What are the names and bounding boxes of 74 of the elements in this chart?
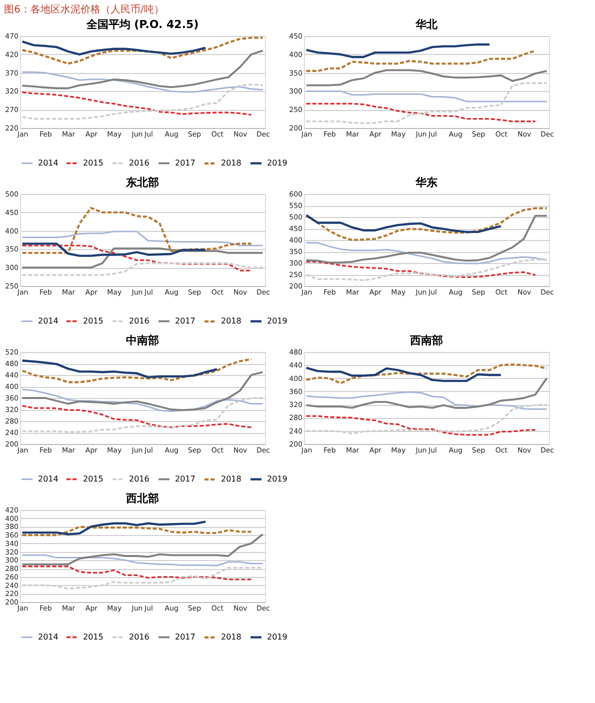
chart-title: 华东 bbox=[414, 176, 438, 189]
line-series bbox=[305, 258, 548, 282]
line-series bbox=[305, 50, 536, 72]
line-series bbox=[305, 363, 548, 384]
line-series bbox=[305, 214, 502, 234]
chart-title: 东北部 bbox=[125, 176, 159, 189]
line-series bbox=[305, 214, 548, 264]
legend-label: 2016 bbox=[129, 316, 150, 326]
line-series bbox=[21, 520, 207, 536]
legend-label: 2018 bbox=[221, 474, 242, 484]
line-series bbox=[305, 207, 548, 242]
chart-title: 西北部 bbox=[125, 492, 159, 505]
legend-label: 2017 bbox=[175, 158, 196, 168]
line-series bbox=[21, 404, 252, 428]
line-series bbox=[22, 554, 264, 566]
line-series bbox=[22, 388, 264, 412]
legend-label: 2014 bbox=[38, 158, 58, 168]
legend-label: 2016 bbox=[129, 632, 150, 642]
legend-label: 2018 bbox=[221, 632, 242, 642]
line-series bbox=[21, 526, 252, 536]
legend-label: 2015 bbox=[83, 474, 104, 484]
line-series bbox=[305, 43, 491, 58]
line-series bbox=[305, 377, 548, 409]
line-series bbox=[21, 360, 218, 378]
line-series bbox=[306, 90, 548, 102]
legend-label: 2018 bbox=[221, 316, 242, 326]
caption: 图6：各地区水泥价格（人民币/吨） bbox=[4, 4, 164, 16]
line-series bbox=[305, 261, 536, 278]
line-series bbox=[21, 533, 264, 566]
chart-title: 西南部 bbox=[409, 334, 443, 347]
legend-label: 2018 bbox=[221, 158, 242, 168]
legend-label: 2016 bbox=[129, 158, 150, 168]
legend-label: 2015 bbox=[83, 632, 104, 642]
line-series bbox=[21, 566, 252, 580]
legend-label: 2014 bbox=[38, 474, 58, 484]
line-series bbox=[21, 358, 252, 384]
legend-label: 2019 bbox=[267, 632, 288, 642]
line-series bbox=[21, 242, 207, 257]
line-series bbox=[21, 566, 264, 590]
line-series bbox=[305, 69, 548, 86]
line-series bbox=[21, 397, 264, 433]
legend-label: 2017 bbox=[175, 316, 196, 326]
line-series bbox=[21, 40, 207, 56]
line-series bbox=[305, 366, 502, 382]
line-series bbox=[306, 242, 548, 264]
legend-label: 2019 bbox=[267, 158, 288, 168]
line-series bbox=[21, 50, 264, 90]
legend-label: 2015 bbox=[83, 316, 104, 326]
line-series bbox=[21, 206, 252, 254]
line-series bbox=[305, 82, 548, 124]
chart-title: 华北 bbox=[414, 18, 438, 31]
line-series bbox=[305, 415, 536, 436]
legend-label: 2019 bbox=[267, 474, 288, 484]
line-series bbox=[305, 404, 548, 434]
chart-title: 中南部 bbox=[126, 334, 159, 347]
legend-label: 2015 bbox=[83, 158, 104, 168]
legend-label: 2014 bbox=[38, 632, 58, 642]
line-series bbox=[306, 391, 548, 410]
legend-label: 2019 bbox=[267, 316, 288, 326]
line-series bbox=[21, 84, 264, 120]
line-series bbox=[21, 244, 252, 272]
chart-title: 全国平均 (P.O. 42.5) bbox=[85, 18, 199, 31]
line-series bbox=[305, 102, 536, 122]
line-series bbox=[22, 71, 264, 93]
line-series bbox=[21, 91, 252, 116]
legend-label: 2014 bbox=[38, 316, 58, 326]
legend-label: 2017 bbox=[175, 632, 196, 642]
line-series bbox=[21, 371, 264, 412]
legend-label: 2017 bbox=[175, 474, 196, 484]
line-series bbox=[21, 248, 264, 269]
line-series bbox=[21, 262, 264, 276]
line-series bbox=[22, 230, 264, 246]
legend-label: 2016 bbox=[129, 474, 150, 484]
line-series bbox=[21, 36, 264, 65]
